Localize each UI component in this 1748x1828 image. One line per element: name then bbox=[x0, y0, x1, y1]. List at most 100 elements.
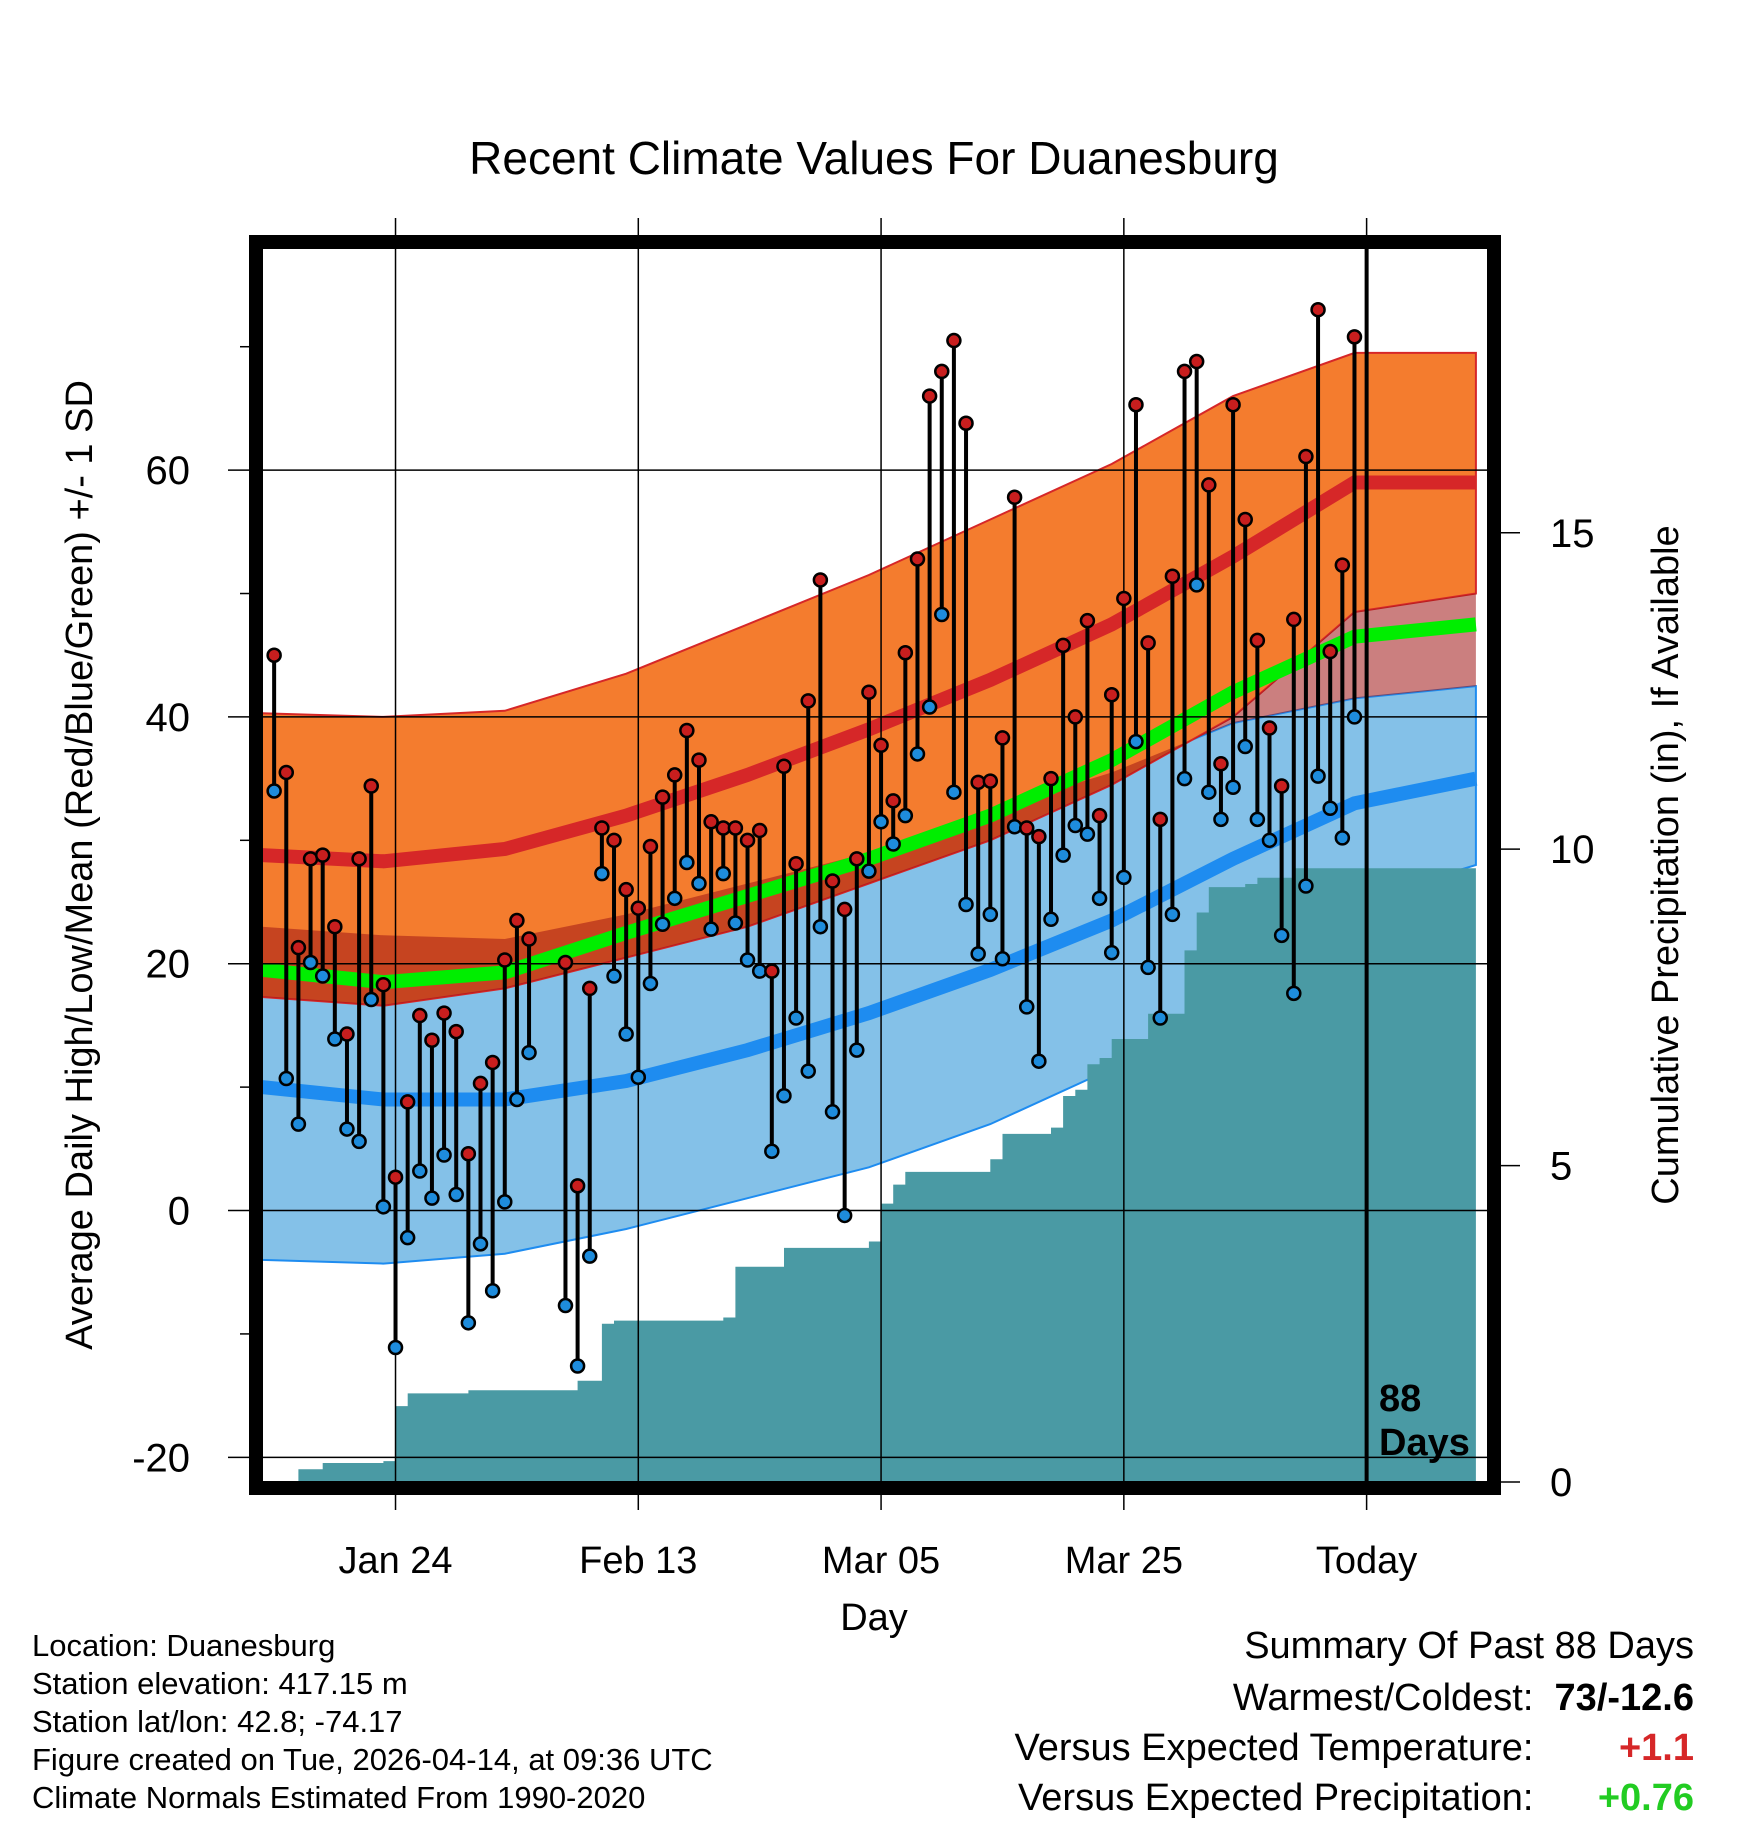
daily-high-point bbox=[266, 647, 282, 663]
daily-high-point bbox=[751, 822, 768, 839]
axes: Jan 24 Feb 13 Mar 05 Mar 25 Today -20 0 20 40 60 0… bbox=[132, 218, 1595, 1582]
y2-tick-label: 15 bbox=[1550, 512, 1595, 556]
daily-low-point bbox=[1261, 832, 1278, 849]
daily-high-point bbox=[1273, 778, 1290, 794]
daily-low-point bbox=[642, 975, 659, 992]
daily-low-point bbox=[1116, 869, 1132, 886]
temp-anomaly-label: Versus Expected Temperature: bbox=[1014, 1727, 1534, 1769]
daily-high-point bbox=[642, 838, 659, 855]
daily-high-point bbox=[290, 939, 307, 956]
daily-low-point bbox=[630, 1069, 647, 1085]
daily-low-point bbox=[1140, 959, 1156, 976]
y-tick-label: 0 bbox=[168, 1190, 190, 1234]
daily-low-point bbox=[654, 916, 671, 932]
daily-low-point bbox=[982, 906, 999, 923]
daily-low-point bbox=[1346, 709, 1363, 725]
daily-low-point bbox=[666, 890, 683, 907]
precip-area bbox=[262, 868, 1476, 1482]
daily-high-point bbox=[399, 1094, 416, 1110]
daily-high-point bbox=[727, 820, 744, 836]
daily-high-point bbox=[812, 572, 829, 588]
daily-low-point bbox=[557, 1297, 574, 1314]
daily-high-point bbox=[509, 912, 525, 929]
daily-high-point bbox=[1067, 709, 1084, 725]
daily-high-point bbox=[339, 1026, 355, 1042]
daily-high-point bbox=[946, 332, 962, 349]
daily-low-point bbox=[1188, 577, 1205, 593]
daily-high-point bbox=[885, 793, 901, 809]
summary-precip-row: Versus Expected Precipitation: +0.76 bbox=[1018, 1777, 1694, 1820]
x-tick-label: Mar 05 bbox=[822, 1540, 940, 1582]
daily-low-point bbox=[351, 1133, 367, 1150]
daily-high-point bbox=[679, 722, 695, 739]
daily-low-point bbox=[764, 1143, 780, 1160]
y2-tick-label: 10 bbox=[1550, 828, 1595, 872]
daily-high-point bbox=[654, 789, 671, 805]
daily-low-point bbox=[776, 1088, 792, 1104]
daily-high-point bbox=[666, 767, 683, 783]
daily-high-point bbox=[363, 778, 379, 794]
y-tick-label: 20 bbox=[146, 943, 191, 987]
daily-low-point bbox=[1164, 906, 1181, 923]
y-tick-label: -20 bbox=[132, 1436, 190, 1480]
daily-low-point bbox=[375, 1199, 392, 1215]
daily-high-point bbox=[557, 954, 574, 971]
daily-high-point bbox=[1018, 820, 1035, 836]
daily-high-point bbox=[849, 851, 865, 867]
daily-high-point bbox=[424, 1032, 440, 1048]
daily-low-point bbox=[436, 1147, 452, 1163]
daily-low-point bbox=[618, 1026, 634, 1042]
latlon-text: Station lat/lon: 42.8; -74.17 bbox=[32, 1704, 403, 1739]
daily-low-point bbox=[1018, 999, 1035, 1015]
daily-high-point bbox=[1213, 756, 1229, 772]
daily-low-point bbox=[509, 1091, 525, 1108]
today-days-label: Days bbox=[1379, 1422, 1470, 1464]
x-tick-label: Feb 13 bbox=[579, 1540, 697, 1582]
daily-high-point bbox=[314, 847, 331, 863]
daily-high-point bbox=[1176, 363, 1193, 380]
y2-tick-label: 0 bbox=[1550, 1461, 1572, 1505]
y2-tick-label: 5 bbox=[1550, 1145, 1572, 1189]
daily-high-point bbox=[1201, 477, 1217, 493]
y-axis-label: Average Daily High/Low/Mean (Red/Blue/Gr… bbox=[59, 380, 101, 1350]
elevation-text: Station elevation: 417.15 m bbox=[32, 1666, 408, 1701]
station-info: Location: Duanesburg Station elevation: … bbox=[32, 1627, 713, 1817]
daily-low-point bbox=[1322, 800, 1338, 816]
daily-high-point bbox=[776, 758, 792, 775]
daily-high-point bbox=[521, 931, 537, 947]
daily-low-point bbox=[448, 1186, 464, 1203]
daily-low-point bbox=[581, 1248, 598, 1264]
daily-low-point bbox=[1055, 847, 1071, 863]
daily-low-point bbox=[339, 1121, 355, 1137]
daily-low-point bbox=[885, 836, 901, 852]
daily-low-point bbox=[1103, 944, 1120, 961]
x-axis-label: Day bbox=[840, 1597, 908, 1639]
daily-low-point bbox=[1152, 1010, 1169, 1026]
daily-low-point bbox=[861, 863, 877, 879]
daily-high-point bbox=[327, 918, 343, 935]
daily-low-point bbox=[1091, 890, 1108, 907]
daily-low-point bbox=[1031, 1053, 1047, 1069]
summary-temp-row: Versus Expected Temperature: +1.1 bbox=[1015, 1727, 1694, 1770]
daily-high-point bbox=[873, 737, 889, 754]
warmest-label: Warmest/Coldest: bbox=[1232, 1677, 1534, 1719]
temp-anomaly-value: +1.1 bbox=[1618, 1727, 1694, 1769]
daily-high-point bbox=[1286, 611, 1302, 628]
daily-high-point bbox=[764, 963, 780, 979]
daily-low-point bbox=[897, 807, 914, 824]
daily-low-point bbox=[594, 865, 610, 882]
daily-low-point bbox=[921, 699, 938, 715]
daily-high-point bbox=[909, 551, 926, 567]
daily-high-point bbox=[739, 832, 756, 849]
daily-low-point bbox=[1225, 779, 1241, 796]
daily-low-point bbox=[266, 783, 282, 799]
daily-high-point bbox=[1188, 353, 1205, 370]
daily-high-point bbox=[994, 730, 1011, 746]
today-count-label: 88 bbox=[1379, 1378, 1421, 1420]
daily-high-point bbox=[1261, 720, 1278, 736]
daily-high-point bbox=[1322, 643, 1338, 660]
daily-low-point bbox=[1237, 738, 1253, 755]
daily-high-point bbox=[1140, 635, 1156, 651]
daily-low-point bbox=[1043, 911, 1059, 928]
